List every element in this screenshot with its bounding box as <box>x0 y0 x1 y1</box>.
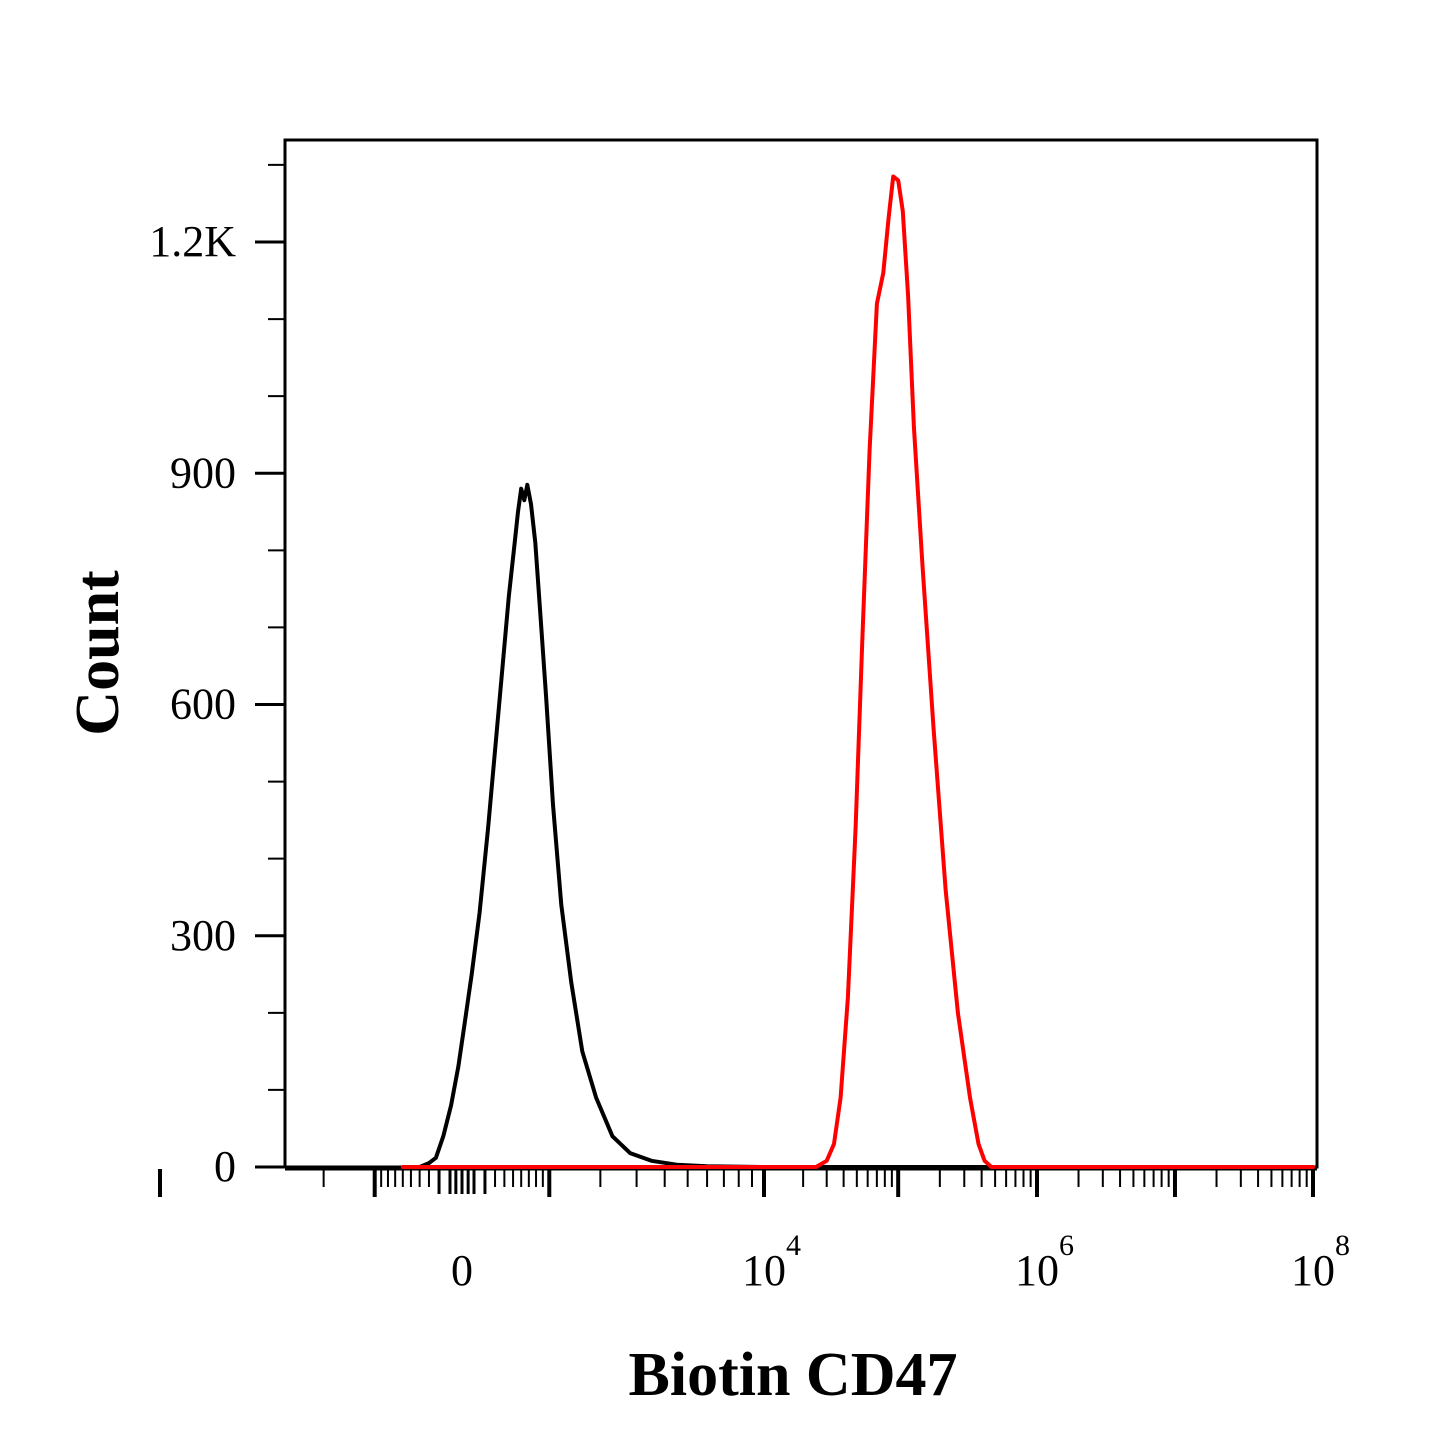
y-tick-label: 600 <box>170 680 236 729</box>
x-tick-label: 10 <box>1015 1246 1059 1295</box>
y-axis-title: Count <box>64 570 132 736</box>
x-tick-label: 10 <box>1291 1246 1335 1295</box>
x-tick-exponent: 6 <box>1059 1229 1074 1262</box>
x-tick-exponent: 8 <box>1335 1229 1350 1262</box>
x-tick-exponent: 4 <box>786 1229 801 1262</box>
y-axis: 0 300 600 900 1.2K <box>149 155 286 1191</box>
y-tick-label: 1.2K <box>149 217 236 266</box>
series-line-1 <box>400 174 1315 1169</box>
series-line-0 <box>417 482 1315 1169</box>
x-tick-label: 0 <box>451 1246 473 1295</box>
y-tick-label: 300 <box>170 911 236 960</box>
plot-frame <box>283 138 1319 1169</box>
y-tick-label: 900 <box>170 448 236 497</box>
x-tick-label: 10 <box>742 1246 786 1295</box>
series-layer <box>400 174 1315 1169</box>
y-tick-label: 0 <box>214 1142 236 1191</box>
x-axis-title: Biotin CD47 <box>629 1341 958 1409</box>
